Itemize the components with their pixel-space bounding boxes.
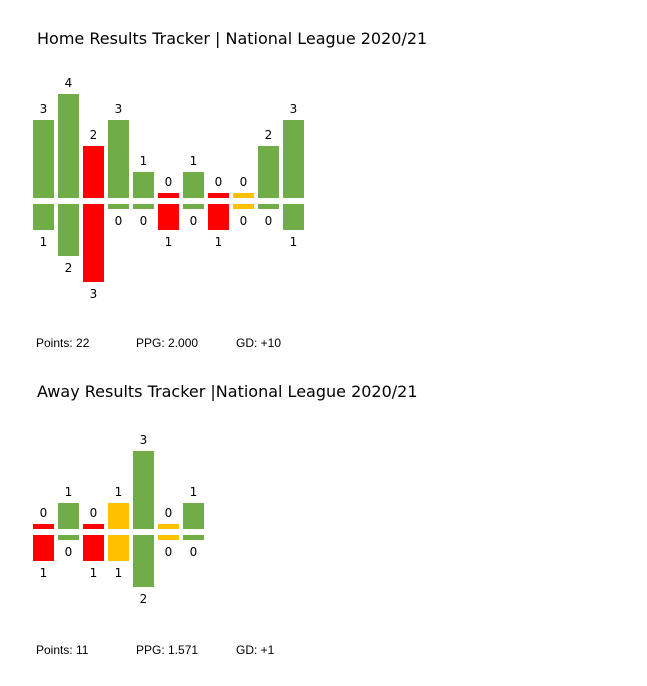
away-goals-against-bar — [158, 535, 179, 540]
home-goals-against-label: 0 — [265, 214, 273, 228]
home-goals-against-bar — [183, 204, 204, 209]
home-goals-for-bar — [208, 193, 229, 198]
home-ppg: PPG: 2.000 — [136, 336, 199, 350]
away-goals-against-label: 0 — [190, 545, 198, 559]
home-goals-against-label: 1 — [165, 235, 173, 249]
away-ppg: PPG: 1.571 — [136, 643, 199, 657]
home-goals-for-label: 3 — [115, 102, 123, 116]
away-goals-for-label: 0 — [40, 506, 48, 520]
home-goals-for-label: 2 — [265, 128, 273, 142]
home-goals-for-label: 1 — [190, 154, 198, 168]
home-goals-for-label: 2 — [90, 128, 98, 142]
home-gd: GD: +10 — [236, 336, 282, 350]
away-points: Points: 11 — [36, 643, 89, 657]
away-goals-against-bar — [108, 535, 129, 561]
away-goals-for-label: 0 — [165, 506, 173, 520]
away-goals-against-bar — [58, 535, 79, 540]
home-goals-against-bar — [283, 204, 304, 230]
away-chart-title: Away Results Tracker |National League 20… — [37, 382, 418, 401]
home-goals-for-bar — [283, 120, 304, 198]
away-goals-for-bar — [33, 524, 54, 529]
away-goals-against-label: 1 — [90, 566, 98, 580]
away-goals-for-bar — [158, 524, 179, 529]
away-goals-against-label: 1 — [115, 566, 123, 580]
away-goals-against-label: 1 — [40, 566, 48, 580]
home-goals-against-label: 2 — [65, 261, 73, 275]
away-goals-for-bar — [58, 503, 79, 529]
home-chart-title: Home Results Tracker | National League 2… — [37, 29, 428, 48]
home-goals-against-bar — [233, 204, 254, 209]
home-goals-for-label: 4 — [65, 76, 73, 90]
away-goals-against-bar — [33, 535, 54, 561]
home-goals-against-bar — [33, 204, 54, 230]
home-goals-against-label: 3 — [90, 287, 98, 301]
home-goals-for-label: 3 — [290, 102, 298, 116]
home-points: Points: 22 — [36, 336, 90, 350]
home-goals-against-label: 1 — [40, 235, 48, 249]
home-goals-for-label: 1 — [140, 154, 148, 168]
away-goals-for-bar — [183, 503, 204, 529]
home-goals-for-bar — [108, 120, 129, 198]
home-goals-against-label: 0 — [190, 214, 198, 228]
home-goals-for-bar — [233, 193, 254, 198]
away-goals-against-label: 2 — [140, 592, 148, 606]
home-goals-against-bar — [158, 204, 179, 230]
home-goals-against-bar — [83, 204, 104, 282]
home-goals-for-bar — [83, 146, 104, 198]
home-goals-for-bar — [33, 120, 54, 198]
away-goals-against-bar — [133, 535, 154, 587]
home-goals-against-bar — [133, 204, 154, 209]
away-goals-against-label: 0 — [165, 545, 173, 559]
away-goals-for-label: 1 — [115, 485, 123, 499]
home-goals-for-bar — [58, 94, 79, 198]
home-goals-against-label: 0 — [240, 214, 248, 228]
away-goals-against-label: 0 — [65, 545, 73, 559]
home-goals-against-bar — [108, 204, 129, 209]
home-goals-for-label: 0 — [240, 175, 248, 189]
away-goals-for-label: 3 — [140, 433, 148, 447]
home-goals-for-label: 0 — [165, 175, 173, 189]
away-goals-against-bar — [83, 535, 104, 561]
home-goals-for-label: 3 — [40, 102, 48, 116]
away-gd: GD: +1 — [236, 643, 275, 657]
away-results-chart: 0 1 1 0 0 1 1 1 3 2 0 0 1 0 — [33, 433, 204, 606]
away-goals-for-label: 1 — [190, 485, 198, 499]
home-goals-for-bar — [183, 172, 204, 198]
home-goals-against-bar — [258, 204, 279, 209]
home-goals-for-bar — [258, 146, 279, 198]
away-goals-for-label: 1 — [65, 485, 73, 499]
away-goals-for-bar — [83, 524, 104, 529]
away-goals-for-bar — [133, 451, 154, 529]
away-goals-against-bar — [183, 535, 204, 540]
home-goals-against-label: 0 — [140, 214, 148, 228]
away-goals-for-label: 0 — [90, 506, 98, 520]
home-goals-for-bar — [133, 172, 154, 198]
home-goals-against-label: 0 — [115, 214, 123, 228]
home-goals-for-bar — [158, 193, 179, 198]
home-results-chart: 3 1 4 2 2 3 3 0 1 0 0 1 1 0 0 1 0 0 2 0 3 1 — [33, 76, 304, 301]
away-goals-for-bar — [108, 503, 129, 529]
home-goals-against-bar — [208, 204, 229, 230]
home-goals-against-label: 1 — [215, 235, 223, 249]
home-goals-against-label: 1 — [290, 235, 298, 249]
home-goals-against-bar — [58, 204, 79, 256]
home-goals-for-label: 0 — [215, 175, 223, 189]
